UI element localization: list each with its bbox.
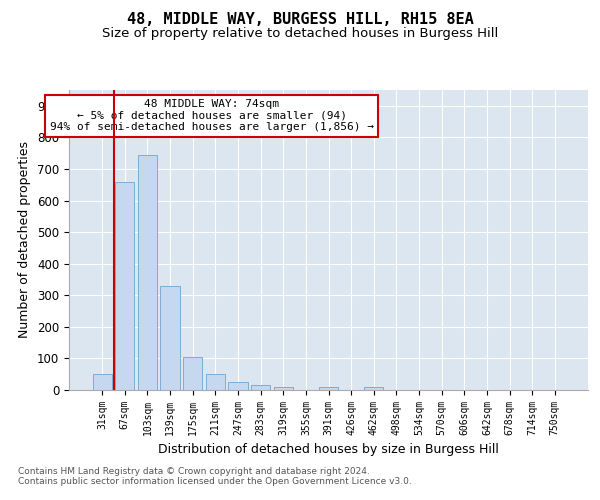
Bar [364, 387, 383, 390]
Bar [251, 386, 270, 390]
Bar [274, 387, 293, 390]
Text: Size of property relative to detached houses in Burgess Hill: Size of property relative to detached ho… [102, 28, 498, 40]
Bar [183, 356, 202, 390]
Bar [160, 286, 180, 390]
Bar [206, 374, 225, 390]
Bar [229, 382, 248, 390]
Text: 48 MIDDLE WAY: 74sqm
← 5% of detached houses are smaller (94)
94% of semi-detach: 48 MIDDLE WAY: 74sqm ← 5% of detached ho… [50, 99, 374, 132]
Y-axis label: Number of detached properties: Number of detached properties [19, 142, 31, 338]
Bar [92, 374, 112, 390]
Bar [138, 154, 157, 390]
Text: 48, MIDDLE WAY, BURGESS HILL, RH15 8EA: 48, MIDDLE WAY, BURGESS HILL, RH15 8EA [127, 12, 473, 28]
Bar [115, 182, 134, 390]
Bar [319, 387, 338, 390]
X-axis label: Distribution of detached houses by size in Burgess Hill: Distribution of detached houses by size … [158, 444, 499, 456]
Text: Contains public sector information licensed under the Open Government Licence v3: Contains public sector information licen… [18, 477, 412, 486]
Text: Contains HM Land Registry data © Crown copyright and database right 2024.: Contains HM Land Registry data © Crown c… [18, 467, 370, 476]
